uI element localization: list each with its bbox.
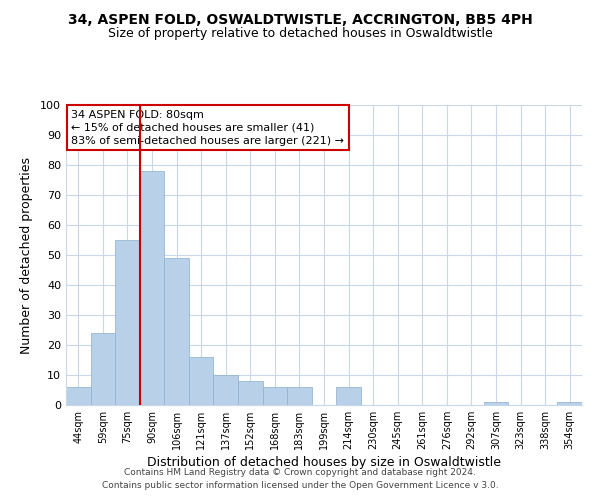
Bar — [238, 381, 263, 405]
X-axis label: Distribution of detached houses by size in Oswaldtwistle: Distribution of detached houses by size … — [147, 456, 501, 469]
Text: 34, ASPEN FOLD, OSWALDTWISTLE, ACCRINGTON, BB5 4PH: 34, ASPEN FOLD, OSWALDTWISTLE, ACCRINGTO… — [68, 12, 532, 26]
Bar — [557, 402, 582, 405]
Bar — [140, 171, 164, 405]
Bar — [164, 258, 189, 405]
Text: Contains HM Land Registry data © Crown copyright and database right 2024.: Contains HM Land Registry data © Crown c… — [124, 468, 476, 477]
Bar — [91, 333, 115, 405]
Y-axis label: Number of detached properties: Number of detached properties — [20, 156, 33, 354]
Text: 34 ASPEN FOLD: 80sqm
← 15% of detached houses are smaller (41)
83% of semi-detac: 34 ASPEN FOLD: 80sqm ← 15% of detached h… — [71, 110, 344, 146]
Bar — [336, 387, 361, 405]
Bar — [263, 387, 287, 405]
Bar — [115, 240, 140, 405]
Bar — [66, 387, 91, 405]
Bar — [214, 375, 238, 405]
Text: Contains public sector information licensed under the Open Government Licence v : Contains public sector information licen… — [101, 480, 499, 490]
Bar — [189, 357, 214, 405]
Text: Size of property relative to detached houses in Oswaldtwistle: Size of property relative to detached ho… — [107, 28, 493, 40]
Bar — [484, 402, 508, 405]
Bar — [287, 387, 312, 405]
